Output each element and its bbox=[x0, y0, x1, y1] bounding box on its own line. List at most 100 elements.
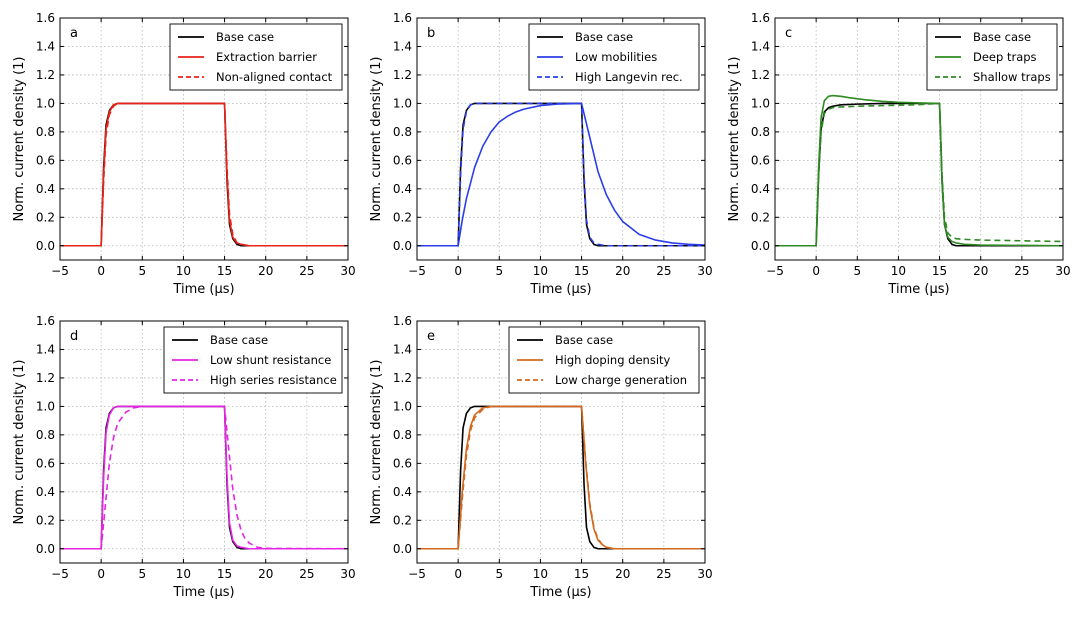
y-tick-label: 1.6 bbox=[36, 314, 55, 328]
y-tick-label: 0.6 bbox=[393, 456, 412, 470]
axes-frame bbox=[59, 320, 349, 564]
legend: Base case Low mobilities High Langevin rec… bbox=[528, 23, 700, 91]
x-tick-label: −5 bbox=[408, 264, 426, 278]
series-line-high-series-resistance bbox=[60, 405, 348, 550]
legend: Base case Deep traps Shallow traps bbox=[926, 23, 1058, 91]
x-axis-label: Time (μs) bbox=[172, 282, 234, 297]
y-tick-label: 0.4 bbox=[36, 182, 55, 196]
x-tick-label: 25 bbox=[656, 567, 671, 581]
panel-letter: c bbox=[785, 26, 792, 41]
x-tick-label: 15 bbox=[574, 264, 589, 278]
x-tick-label: 5 bbox=[495, 264, 503, 278]
y-tick-label: 0.6 bbox=[36, 153, 55, 167]
axes-frame bbox=[416, 17, 706, 261]
x-tick-label: −5 bbox=[766, 264, 784, 278]
x-tick-label: 30 bbox=[1055, 264, 1070, 278]
x-tick-label: 15 bbox=[574, 567, 589, 581]
legend-label: Extraction barrier bbox=[216, 50, 317, 64]
y-tick-label: 1.2 bbox=[751, 68, 770, 82]
x-axis-label: Time (μs) bbox=[172, 585, 234, 600]
y-tick-label: 1.2 bbox=[36, 68, 55, 82]
chart-panel-e: −5 0 5 10 15 20 25 30 0.0 0.2 0.4 0.6 0.8 1.0 1.2 1.4 1.… bbox=[369, 314, 713, 600]
series-line-high-langevin-rec- bbox=[417, 102, 705, 247]
axes-frame bbox=[416, 320, 706, 564]
y-tick-label: 0.2 bbox=[393, 210, 412, 224]
legend-label: Base case bbox=[973, 30, 1031, 44]
x-tick-label: 20 bbox=[258, 264, 273, 278]
y-tick-label: 1.4 bbox=[751, 39, 770, 53]
y-axis-label: Norm. current density (1) bbox=[369, 57, 384, 222]
x-tick-label: 5 bbox=[495, 567, 503, 581]
y-tick-label: 1.4 bbox=[36, 342, 55, 356]
legend-label: Base case bbox=[210, 333, 268, 347]
chart-panel-d: −5 0 5 10 15 20 25 30 0.0 0.2 0.4 0.6 0.8 1.0 1.2 1.4 1.… bbox=[12, 314, 356, 600]
x-tick-label: 10 bbox=[176, 567, 191, 581]
y-tick-label: 1.4 bbox=[36, 39, 55, 53]
legend: Base case High doping density Low charge g… bbox=[508, 326, 700, 394]
series-line-low-charge-generation bbox=[417, 405, 705, 550]
x-axis-label: Time (μs) bbox=[529, 585, 591, 600]
y-tick-label: 1.6 bbox=[751, 11, 770, 25]
legend-label: Low shunt resistance bbox=[210, 353, 331, 367]
x-tick-label: 0 bbox=[97, 264, 105, 278]
legend-label: Deep traps bbox=[973, 50, 1037, 64]
legend-label: High series resistance bbox=[210, 373, 337, 387]
panel-letter: d bbox=[70, 329, 78, 344]
y-tick-label: 0.8 bbox=[36, 428, 55, 442]
legend: Base case Extraction barrier Non-aligned c… bbox=[169, 23, 343, 91]
x-tick-label: 25 bbox=[1014, 264, 1029, 278]
x-tick-label: 0 bbox=[454, 567, 462, 581]
x-tick-label: 25 bbox=[299, 567, 314, 581]
y-tick-label: 1.0 bbox=[36, 399, 55, 413]
x-tick-label: 30 bbox=[340, 264, 355, 278]
y-tick-label: 0.8 bbox=[36, 125, 55, 139]
y-tick-label: 0.2 bbox=[393, 513, 412, 527]
legend-label: Shallow traps bbox=[973, 70, 1051, 84]
x-tick-label: 5 bbox=[138, 567, 146, 581]
x-tick-label: 10 bbox=[533, 567, 548, 581]
series-line-shallow-traps bbox=[775, 102, 1063, 247]
x-tick-label: 15 bbox=[217, 567, 232, 581]
y-tick-label: 1.0 bbox=[36, 96, 55, 110]
legend-label: High Langevin rec. bbox=[575, 70, 683, 84]
x-tick-label: −5 bbox=[408, 567, 426, 581]
x-axis-label: Time (μs) bbox=[529, 282, 591, 297]
x-tick-label: 0 bbox=[454, 264, 462, 278]
y-tick-label: 1.0 bbox=[393, 96, 412, 110]
x-tick-label: 25 bbox=[656, 264, 671, 278]
chart-panel-a: −5 0 5 10 15 20 25 30 0.0 0.2 0.4 0.6 0.8 1.0 1.2 1.4 1.… bbox=[12, 11, 356, 297]
x-tick-label: 15 bbox=[217, 264, 232, 278]
y-tick-label: 0.6 bbox=[393, 153, 412, 167]
x-tick-label: 0 bbox=[97, 567, 105, 581]
panel-letter: a bbox=[70, 26, 78, 41]
legend-label: High doping density bbox=[555, 353, 671, 367]
y-tick-label: 1.6 bbox=[36, 11, 55, 25]
legend-label: Low charge generation bbox=[555, 373, 687, 387]
x-tick-label: −5 bbox=[51, 567, 69, 581]
chart-panel-c: −5 0 5 10 15 20 25 30 0.0 0.2 0.4 0.6 0.8 1.0 1.2 1.4 1.… bbox=[727, 11, 1071, 297]
y-tick-label: 0.0 bbox=[393, 542, 412, 556]
x-tick-label: 30 bbox=[697, 567, 712, 581]
legend-label: Base case bbox=[575, 30, 633, 44]
series-line-low-mobilities bbox=[417, 102, 705, 247]
series-line-deep-traps bbox=[775, 94, 1063, 247]
x-tick-label: 10 bbox=[176, 264, 191, 278]
y-tick-label: 0.6 bbox=[751, 153, 770, 167]
axes-frame bbox=[59, 17, 349, 261]
x-tick-label: 30 bbox=[340, 567, 355, 581]
y-tick-label: 1.4 bbox=[393, 342, 412, 356]
series-line-non-aligned-contact bbox=[60, 102, 348, 247]
y-tick-label: 1.2 bbox=[36, 371, 55, 385]
y-tick-label: 0.8 bbox=[393, 125, 412, 139]
chart-panel-b: −5 0 5 10 15 20 25 30 0.0 0.2 0.4 0.6 0.8 1.0 1.2 1.4 1.… bbox=[369, 11, 713, 297]
x-axis-label: Time (μs) bbox=[887, 282, 949, 297]
x-tick-label: 10 bbox=[533, 264, 548, 278]
y-tick-label: 0.2 bbox=[751, 210, 770, 224]
y-tick-label: 0.2 bbox=[36, 513, 55, 527]
y-tick-label: 1.4 bbox=[393, 39, 412, 53]
y-tick-label: 1.2 bbox=[393, 371, 412, 385]
y-tick-label: 1.0 bbox=[751, 96, 770, 110]
panel-letter: e bbox=[427, 329, 435, 344]
